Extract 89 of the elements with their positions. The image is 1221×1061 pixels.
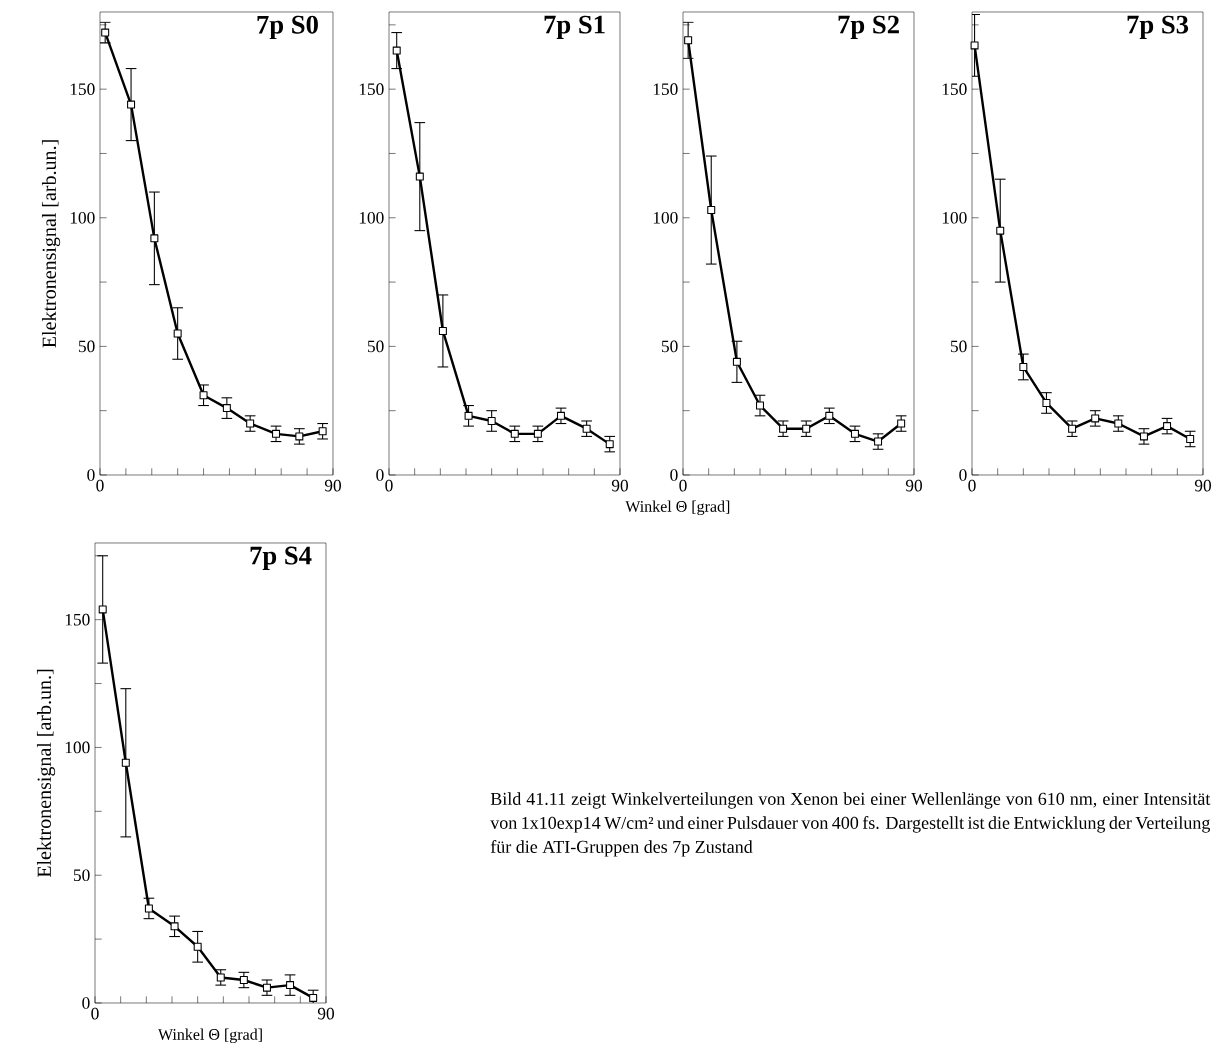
point [170, 922, 179, 931]
x-tick-label: 90 [611, 479, 628, 492]
x-tick-label: 0 [96, 479, 104, 492]
y-axis-title: Elektronensignal [arb.un.] [41, 140, 61, 348]
point [825, 411, 834, 420]
point [732, 357, 741, 366]
text: Bild 41.11 zeigt Winkelverteilungen von Xenon bei einer Wellenlänge von 610 nm, einer Intensität von 1x10exp14 W/cm² und einer Pulsdauer von 400 fs. Dargestellt ist die Entwicklung der Verteilung für die ATI-Gruppen des 7p Zustand [490, 792, 1211, 857]
y-tick-label: 50 [78, 340, 95, 353]
point [1091, 414, 1100, 423]
point [1068, 424, 1077, 433]
point [1042, 398, 1051, 407]
point [533, 429, 542, 438]
y-tick-label: 50 [367, 340, 384, 353]
y-tick-label: 0 [82, 997, 90, 1009]
y-axis-title: Elektronensignal [arb.un.] [36, 669, 56, 878]
point [216, 973, 225, 982]
point [262, 983, 271, 992]
point [996, 226, 1005, 235]
point [438, 326, 447, 335]
y-tick-label: 100 [65, 741, 90, 754]
point [802, 424, 811, 433]
point [850, 429, 859, 438]
point [318, 427, 327, 436]
point [173, 329, 182, 338]
point [1163, 422, 1172, 431]
x-tick-label: 90 [1194, 479, 1212, 492]
point [897, 419, 906, 428]
point [101, 28, 110, 37]
x-tick-label: 0 [385, 479, 393, 492]
y-tick-label: 150 [653, 83, 678, 95]
chart-title: 7p S2 [838, 15, 899, 39]
chart-title: 7p S3 [1127, 15, 1189, 39]
x-tick-label: 90 [324, 479, 341, 492]
point [779, 424, 788, 433]
point [464, 411, 473, 420]
point [98, 605, 107, 614]
point [222, 404, 231, 413]
y-tick-label: 0 [87, 469, 95, 481]
point [684, 36, 693, 45]
x-tick-label: 0 [679, 479, 687, 492]
point [510, 429, 519, 438]
y-tick-label: 100 [359, 211, 384, 224]
point [556, 411, 565, 420]
chart-title: 7p S0 [257, 15, 318, 40]
x-tick-label: 90 [317, 1007, 334, 1020]
y-tick-label: 150 [942, 83, 967, 95]
point [582, 424, 591, 433]
y-tick-label: 150 [359, 83, 384, 96]
point [487, 416, 496, 425]
y-tick-label: 50 [950, 340, 967, 353]
y-tick-label: 100 [70, 211, 95, 224]
y-tick-label: 0 [670, 469, 678, 481]
point [150, 234, 159, 243]
y-tick-label: 100 [942, 211, 967, 224]
point [707, 206, 716, 215]
point [756, 401, 765, 410]
point [121, 758, 130, 767]
point [874, 437, 883, 446]
point [295, 432, 304, 441]
point [605, 440, 614, 449]
y-tick-label: 150 [70, 83, 95, 95]
point [199, 391, 208, 400]
y-tick-label: 50 [661, 340, 678, 353]
point [309, 993, 318, 1002]
chart-title: 7p S4 [250, 546, 312, 570]
y-tick-label: 100 [653, 211, 678, 224]
y-tick-label: 0 [959, 469, 967, 481]
point [1019, 362, 1028, 371]
y-tick-label: 50 [73, 869, 90, 882]
point [144, 904, 153, 913]
x-tick-label: 0 [968, 479, 976, 492]
x-axis-title: Winkel Θ [grad] [157, 1028, 262, 1044]
point [193, 942, 202, 951]
point [1114, 419, 1123, 428]
x-axis-title: Winkel Θ [grad] [625, 500, 730, 516]
point [246, 419, 255, 428]
point [127, 100, 136, 109]
point [415, 172, 424, 181]
point [392, 46, 401, 55]
point [286, 981, 295, 990]
point [1139, 432, 1148, 441]
point [1186, 434, 1195, 443]
point [272, 429, 281, 438]
point [970, 41, 979, 50]
y-tick-label: 150 [65, 613, 90, 626]
x-tick-label: 90 [905, 479, 923, 492]
y-tick-label: 0 [376, 469, 384, 481]
point [239, 975, 248, 984]
chart-title: 7p S1 [544, 15, 605, 39]
